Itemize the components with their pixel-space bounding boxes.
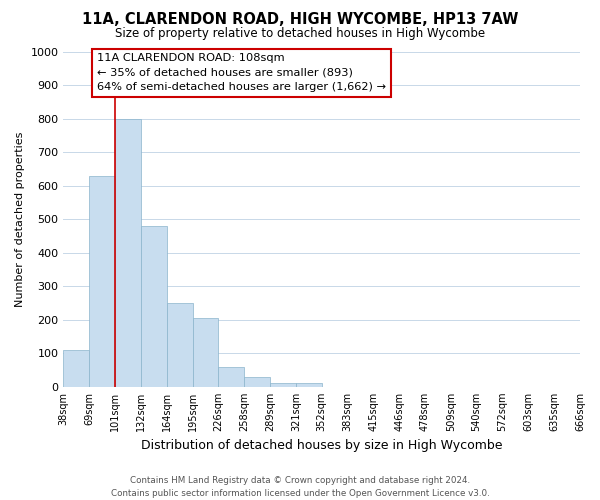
Bar — [167, 303, 193, 387]
Bar — [64, 350, 89, 387]
Bar — [193, 318, 218, 387]
Text: Size of property relative to detached houses in High Wycombe: Size of property relative to detached ho… — [115, 28, 485, 40]
Bar — [244, 378, 270, 387]
Bar — [89, 176, 115, 387]
Text: Contains HM Land Registry data © Crown copyright and database right 2024.
Contai: Contains HM Land Registry data © Crown c… — [110, 476, 490, 498]
Bar — [270, 384, 296, 387]
Y-axis label: Number of detached properties: Number of detached properties — [15, 132, 25, 307]
Text: 11A, CLARENDON ROAD, HIGH WYCOMBE, HP13 7AW: 11A, CLARENDON ROAD, HIGH WYCOMBE, HP13 … — [82, 12, 518, 28]
Bar — [296, 384, 322, 387]
Bar — [115, 118, 141, 387]
Bar — [218, 366, 244, 387]
X-axis label: Distribution of detached houses by size in High Wycombe: Distribution of detached houses by size … — [141, 440, 502, 452]
Text: 11A CLARENDON ROAD: 108sqm
← 35% of detached houses are smaller (893)
64% of sem: 11A CLARENDON ROAD: 108sqm ← 35% of deta… — [97, 53, 386, 92]
Bar — [141, 226, 167, 387]
